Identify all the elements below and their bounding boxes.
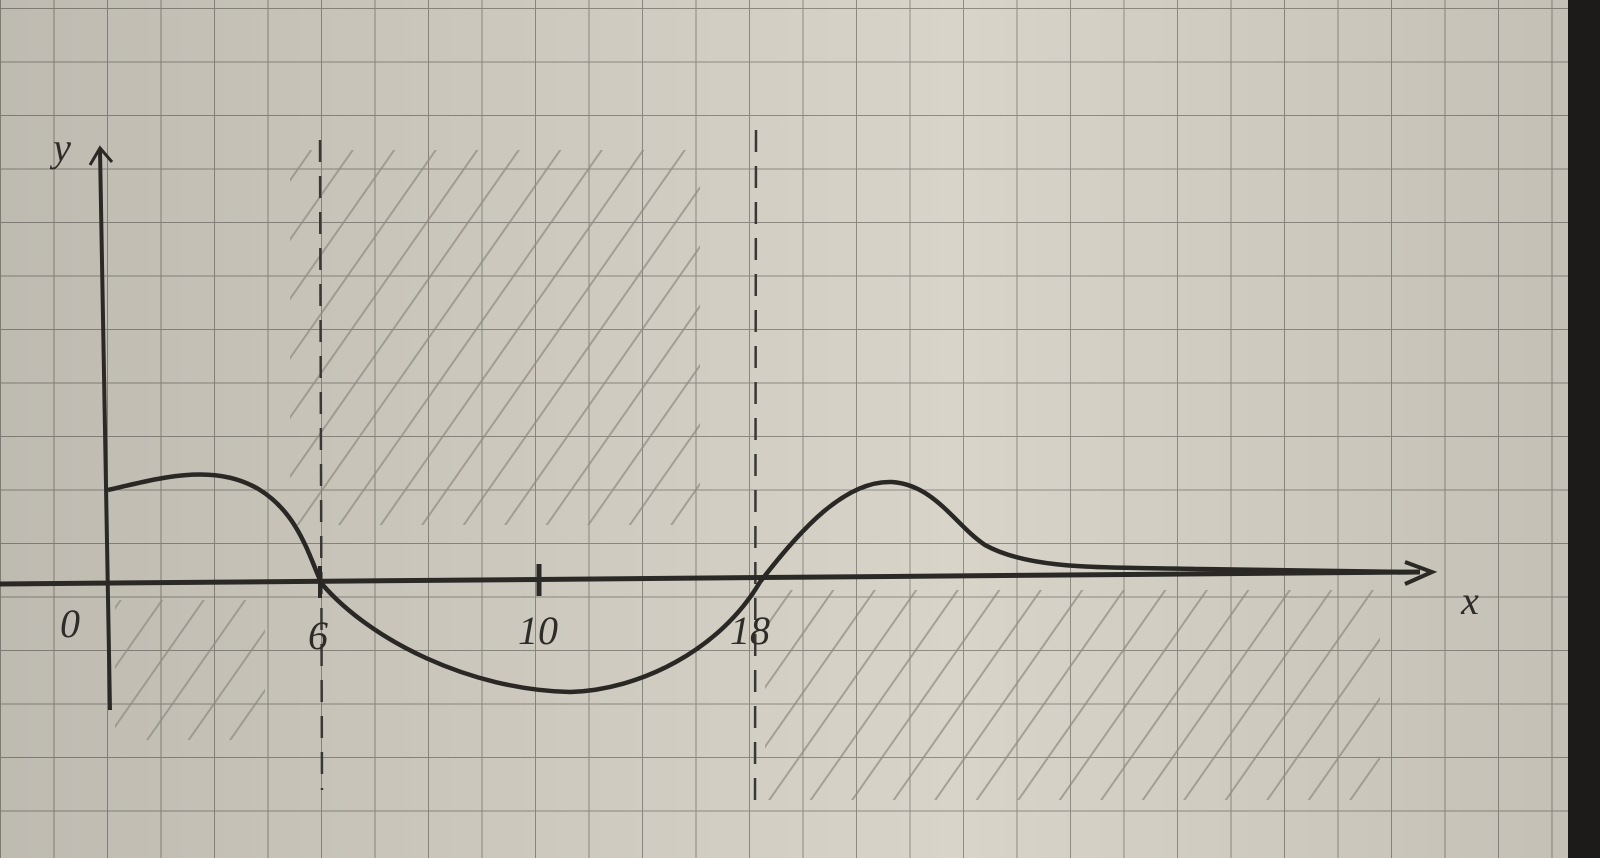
page-edge <box>1568 0 1600 858</box>
curve <box>107 472 1411 695</box>
tick-label: 10 <box>518 608 558 653</box>
tick-label: 0 <box>60 601 80 646</box>
hatched-region <box>765 590 1380 800</box>
hatched-region <box>290 150 700 525</box>
hatched-region <box>115 600 265 740</box>
y-label: y <box>49 125 71 170</box>
dashed-line <box>753 129 758 801</box>
dashed-line <box>318 139 324 791</box>
y-axis <box>98 149 112 711</box>
x-axis <box>0 569 1421 587</box>
tick-label: 6 <box>308 613 328 658</box>
y-arrow <box>88 145 114 166</box>
x-arrow <box>1404 560 1438 586</box>
tick-label: 18 <box>730 608 770 653</box>
x-label: x <box>1460 578 1479 623</box>
